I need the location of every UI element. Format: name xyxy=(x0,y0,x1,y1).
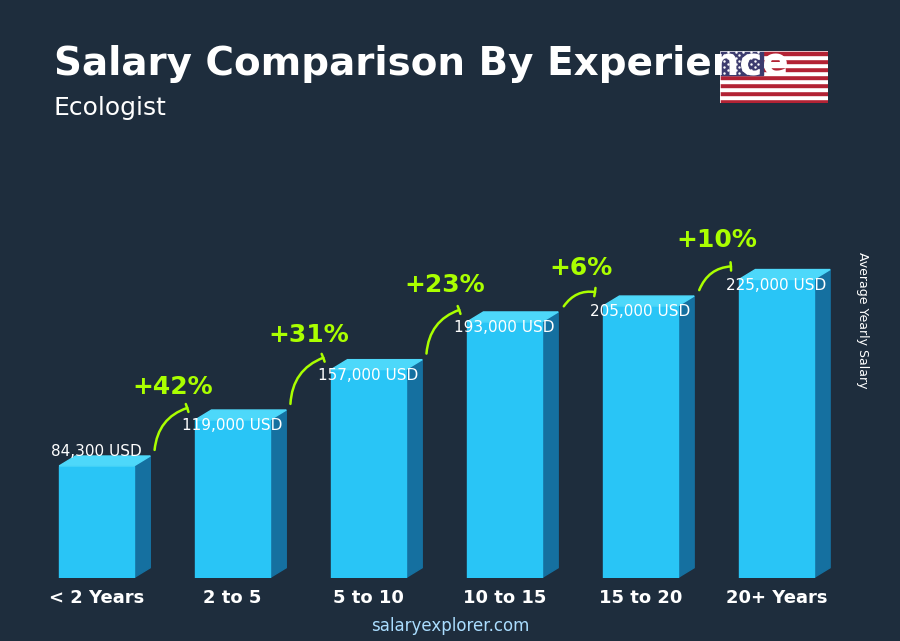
Polygon shape xyxy=(195,410,286,420)
Bar xyxy=(720,71,828,75)
Polygon shape xyxy=(406,360,422,578)
Bar xyxy=(720,67,828,71)
Text: +23%: +23% xyxy=(404,274,485,297)
Polygon shape xyxy=(270,410,286,578)
Polygon shape xyxy=(542,312,558,578)
Text: 205,000 USD: 205,000 USD xyxy=(590,304,690,319)
Polygon shape xyxy=(739,269,830,279)
Bar xyxy=(720,63,828,67)
Bar xyxy=(720,91,828,95)
Bar xyxy=(195,420,270,578)
Text: +6%: +6% xyxy=(549,256,612,280)
Text: +10%: +10% xyxy=(676,228,757,252)
Bar xyxy=(720,55,828,59)
Text: 84,300 USD: 84,300 USD xyxy=(51,444,142,460)
Polygon shape xyxy=(59,456,150,466)
Bar xyxy=(720,59,828,63)
Bar xyxy=(331,370,406,578)
Text: salaryexplorer.com: salaryexplorer.com xyxy=(371,617,529,635)
Bar xyxy=(739,279,814,578)
Bar xyxy=(720,51,828,55)
Bar xyxy=(603,306,678,578)
Polygon shape xyxy=(467,312,558,322)
Text: +31%: +31% xyxy=(268,323,349,347)
Bar xyxy=(720,51,763,75)
Text: 193,000 USD: 193,000 USD xyxy=(454,320,554,335)
Polygon shape xyxy=(678,296,694,578)
Text: +42%: +42% xyxy=(132,375,213,399)
Bar xyxy=(720,95,828,99)
Bar xyxy=(59,466,134,578)
Bar xyxy=(467,322,542,578)
Bar xyxy=(720,83,828,87)
Text: Ecologist: Ecologist xyxy=(54,96,166,120)
Bar xyxy=(720,99,828,103)
Text: 157,000 USD: 157,000 USD xyxy=(319,368,418,383)
Text: Average Yearly Salary: Average Yearly Salary xyxy=(856,253,868,388)
Text: 119,000 USD: 119,000 USD xyxy=(183,418,283,433)
Polygon shape xyxy=(814,269,830,578)
Text: Salary Comparison By Experience: Salary Comparison By Experience xyxy=(54,45,788,83)
Polygon shape xyxy=(603,296,694,306)
Polygon shape xyxy=(134,456,150,578)
Text: 225,000 USD: 225,000 USD xyxy=(726,278,826,293)
Polygon shape xyxy=(331,360,422,370)
Bar xyxy=(720,87,828,91)
Bar xyxy=(720,79,828,83)
Bar xyxy=(720,75,828,79)
